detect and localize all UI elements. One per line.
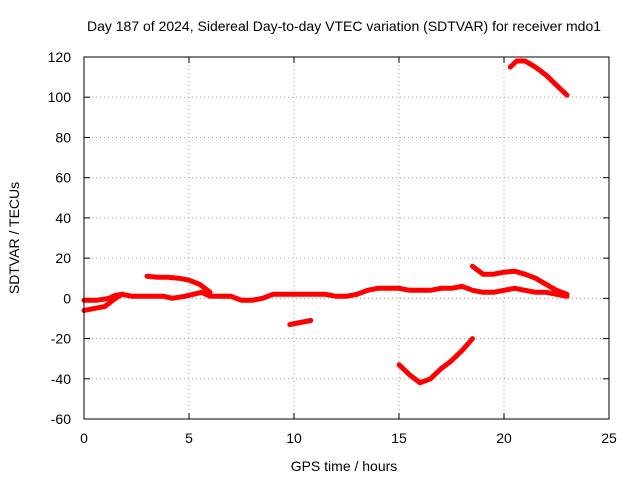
- y-tick-label: 120: [48, 49, 72, 65]
- y-tick-label: 100: [48, 89, 72, 105]
- x-axis-label: GPS time / hours: [291, 458, 398, 474]
- grid-layer: [84, 57, 609, 419]
- y-tick-label: 80: [55, 129, 71, 145]
- series-track-5: [396, 336, 475, 386]
- y-tick-label: 40: [55, 210, 71, 226]
- tick-layer: 0 5 10 15 20 25 -60 -40 -20 0 20 40 60 80 100 120: [48, 49, 617, 446]
- y-tick-label: -20: [51, 331, 71, 347]
- x-tick-label: 10: [286, 430, 302, 446]
- series-track-4: [287, 318, 314, 327]
- y-tick-label: 20: [55, 250, 71, 266]
- series-track-6: [470, 263, 570, 297]
- y-tick-label: 60: [55, 170, 71, 186]
- y-axis-label: SDTVAR / TECUs: [6, 182, 22, 294]
- chart-title: Day 187 of 2024, Sidereal Day-to-day VTE…: [87, 18, 601, 34]
- y-tick-label: -60: [51, 411, 71, 427]
- series-track-2: [81, 291, 125, 313]
- plot-frame: [83, 56, 610, 420]
- y-tick-label: -40: [51, 371, 71, 387]
- series-track-3: [144, 273, 213, 295]
- x-tick-label: 25: [601, 430, 617, 446]
- x-tick-label: 15: [391, 430, 407, 446]
- series-track-1: [81, 283, 570, 303]
- x-tick-label: 5: [185, 430, 193, 446]
- x-tick-label: 0: [80, 430, 88, 446]
- series-track-7: [507, 58, 570, 98]
- x-tick-label: 20: [496, 430, 512, 446]
- y-tick-label: 0: [63, 290, 71, 306]
- series-layer: [81, 58, 570, 386]
